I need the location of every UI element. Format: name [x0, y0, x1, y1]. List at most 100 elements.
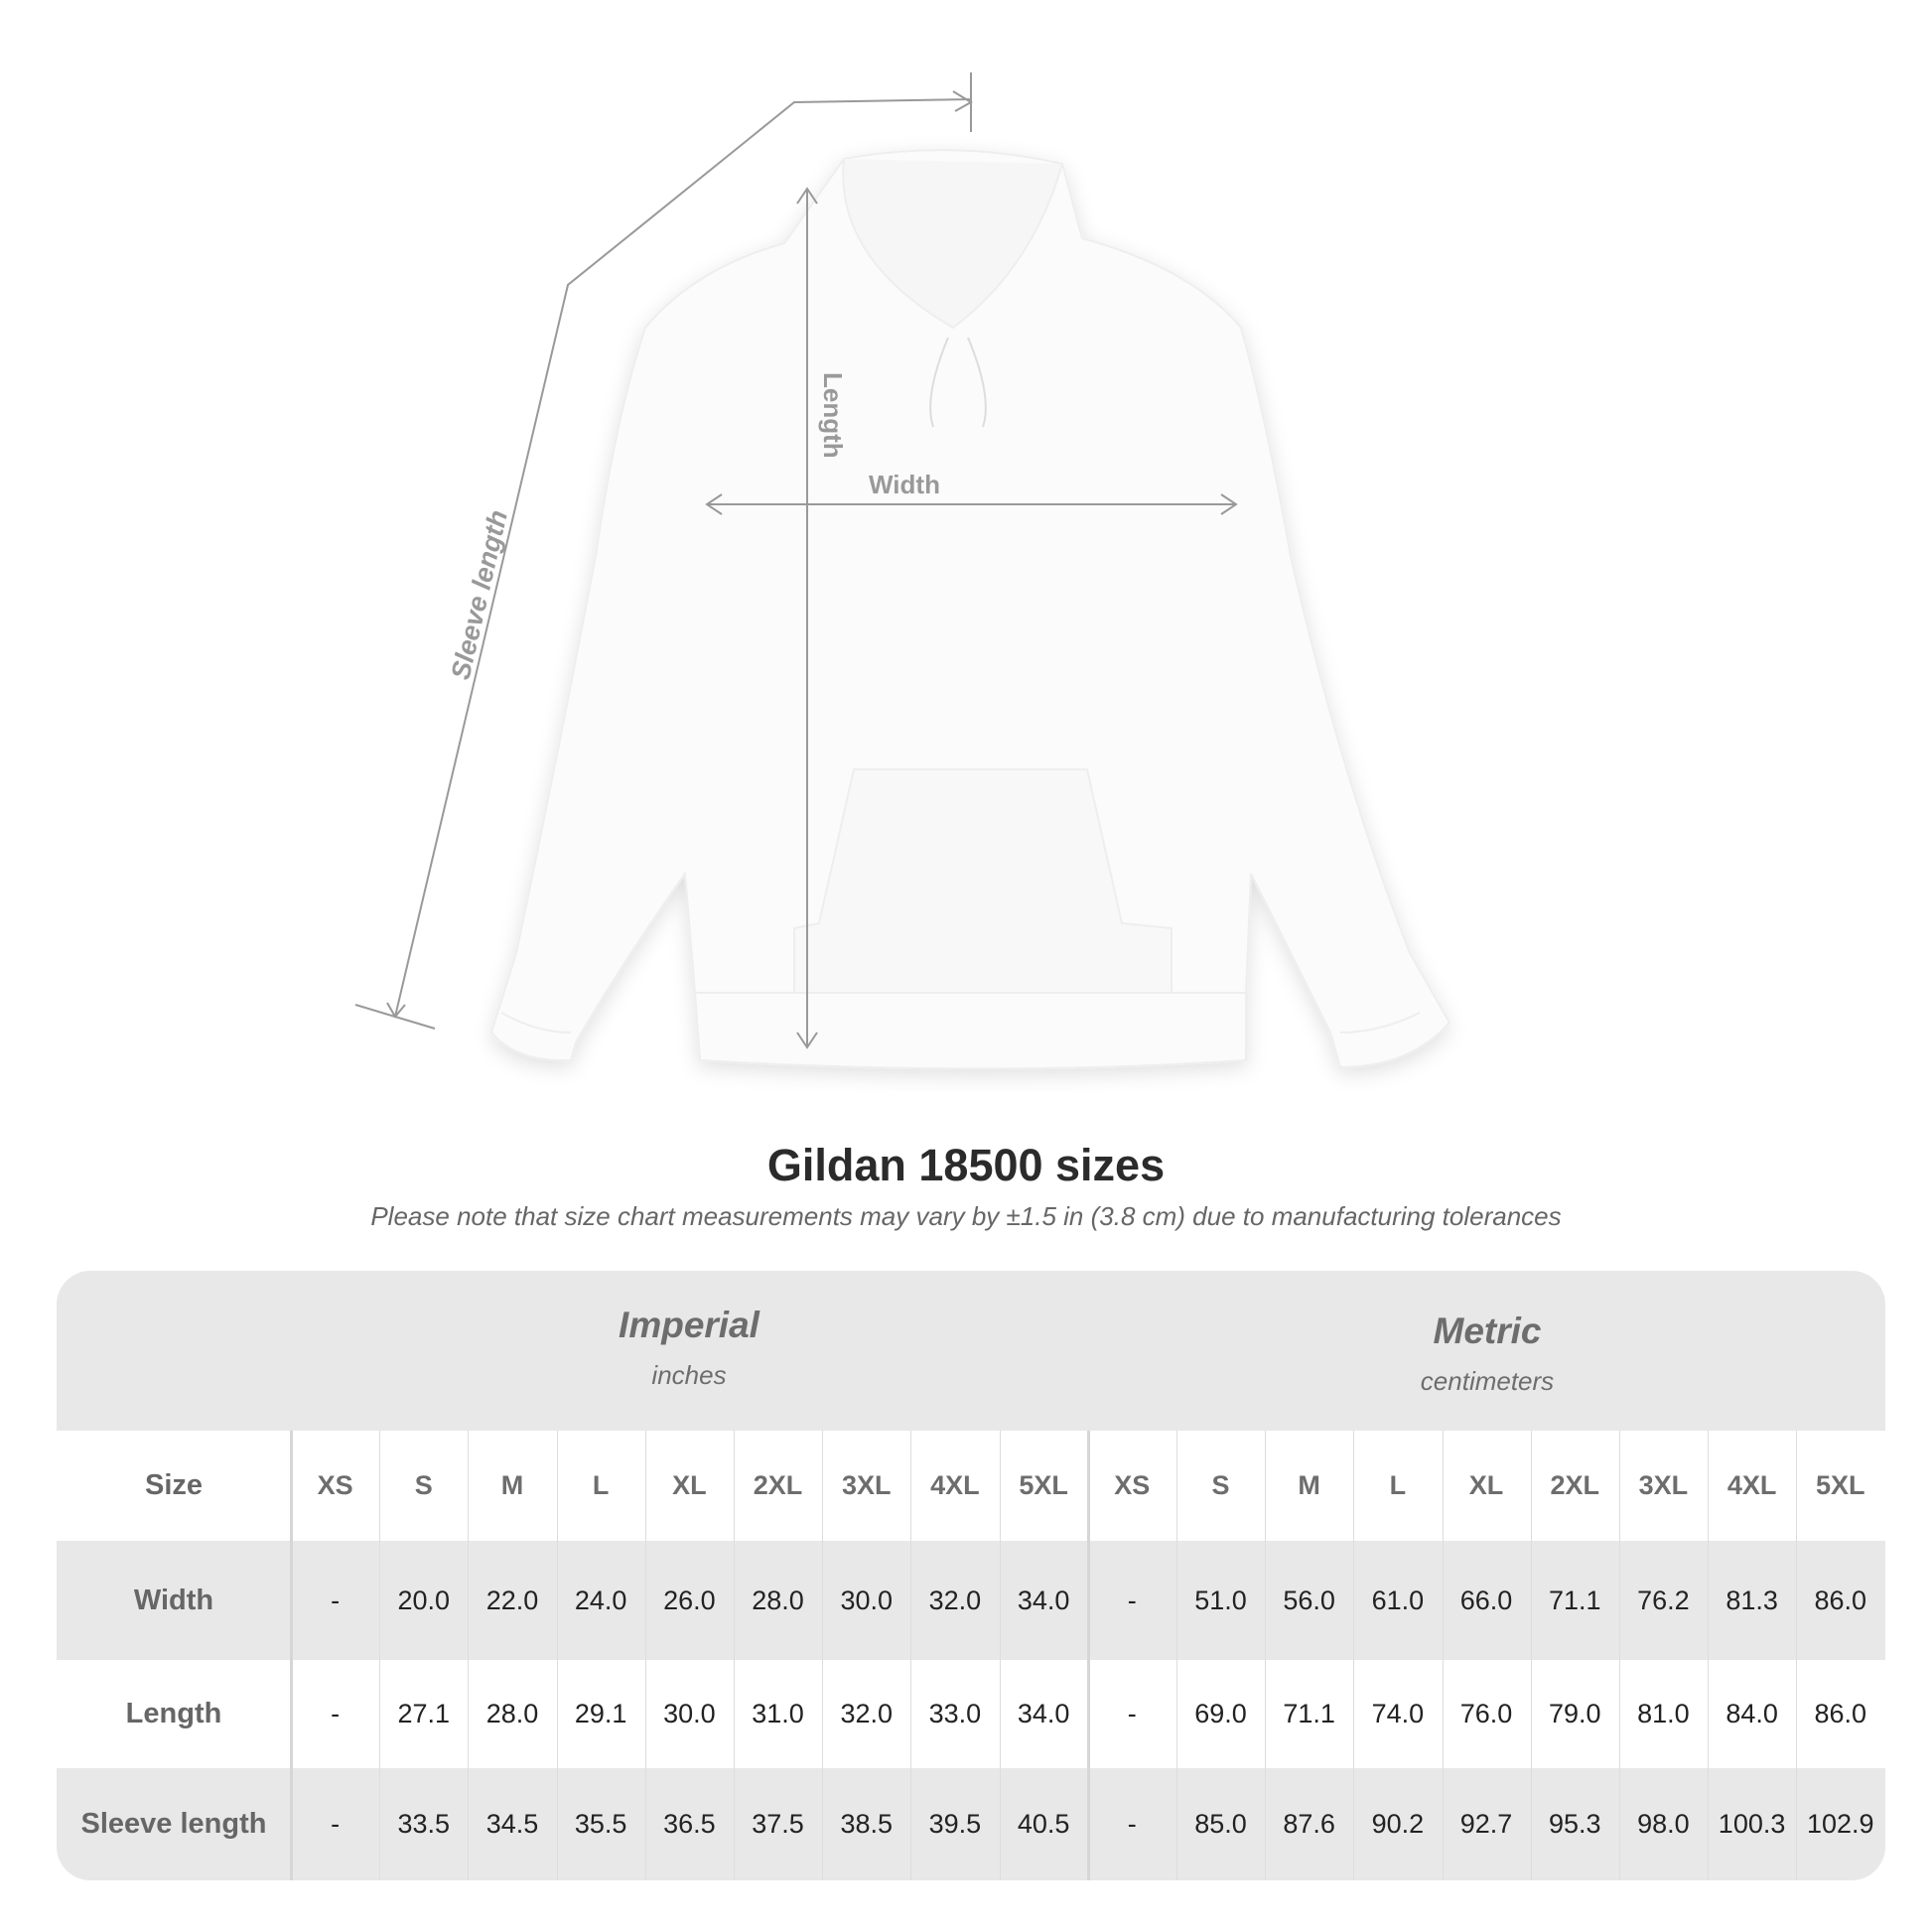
page-title: Gildan 18500 sizes: [766, 1140, 1166, 1190]
column-divider: [1176, 1431, 1177, 1880]
metric-value: 71.1: [1283, 1699, 1335, 1728]
column-divider: [1619, 1431, 1620, 1880]
imperial-size-3xl: 3XL: [841, 1470, 892, 1500]
imperial-value: -: [331, 1699, 341, 1728]
column-divider: [910, 1431, 912, 1880]
metric-size-2xl: 2XL: [1550, 1470, 1599, 1500]
imperial-value: 34.0: [1017, 1585, 1070, 1615]
imperial-value: 34.5: [485, 1809, 539, 1839]
imperial-unit: inches: [651, 1360, 727, 1390]
hoodie-image: [489, 149, 1451, 1070]
column-divider: [1796, 1431, 1798, 1880]
column-divider: [468, 1431, 470, 1880]
metric-value: 90.2: [1371, 1809, 1425, 1839]
sleeve-length-label: Sleeve length: [446, 507, 513, 682]
metric-value: 74.0: [1371, 1699, 1425, 1728]
metric-value: 76.0: [1459, 1699, 1513, 1728]
metric-size-5xl: 5XL: [1816, 1470, 1865, 1500]
row-label: Length: [125, 1698, 222, 1729]
metric-value: 86.0: [1814, 1585, 1867, 1615]
metric-size-xs: XS: [1114, 1470, 1151, 1500]
metric-size-m: M: [1298, 1470, 1320, 1500]
metric-value: 100.3: [1718, 1809, 1786, 1839]
imperial-value: -: [331, 1809, 341, 1839]
imperial-header: Imperial inches: [291, 1305, 1087, 1391]
metric-size-s: S: [1211, 1470, 1230, 1500]
column-divider: [1353, 1431, 1355, 1880]
metric-value: 56.0: [1283, 1585, 1335, 1615]
metric-value: 95.3: [1548, 1809, 1601, 1839]
size-header-row: Size XS S M L XL 2XL 3XL 4XL 5XL XS S M L XL 2XL 3XL 4XL 5…: [57, 1431, 1885, 1541]
metric-value: 69.0: [1194, 1699, 1247, 1728]
size-label: Size: [144, 1469, 204, 1501]
column-divider: [822, 1431, 824, 1880]
imperial-size-xs: XS: [317, 1470, 353, 1500]
metric-value: -: [1127, 1699, 1137, 1728]
imperial-value: 20.0: [397, 1585, 451, 1615]
imperial-title: Imperial: [619, 1305, 759, 1345]
metric-value: -: [1127, 1809, 1137, 1839]
tolerance-note: Please note that size chart measurements…: [370, 1201, 1562, 1231]
imperial-size-xl: XL: [672, 1470, 707, 1500]
imperial-value: -: [331, 1585, 341, 1615]
column-divider: [1708, 1431, 1710, 1880]
imperial-value: 28.0: [752, 1585, 804, 1615]
imperial-size-2xl: 2XL: [753, 1470, 803, 1500]
metric-value: 79.0: [1548, 1699, 1601, 1728]
column-divider: [379, 1431, 381, 1880]
hoodie-illustration: Length Width Sleeve length: [354, 72, 1451, 1070]
metric-size-3xl: 3XL: [1638, 1470, 1689, 1500]
metric-value: 61.0: [1371, 1585, 1425, 1615]
column-divider: [1442, 1431, 1444, 1880]
imperial-value: 31.0: [752, 1699, 804, 1728]
imperial-value: 33.0: [928, 1699, 982, 1728]
imperial-value: 35.5: [574, 1809, 627, 1839]
metric-size-xl: XL: [1468, 1470, 1504, 1500]
column-divider: [556, 1431, 558, 1880]
imperial-value: 38.5: [840, 1809, 893, 1839]
column-divider: [999, 1431, 1001, 1880]
metric-value: 87.6: [1283, 1809, 1335, 1839]
column-divider: [1265, 1431, 1267, 1880]
table-row-width: Width - 20.0 22.0 24.0 26.0 28.0 30.0 32.0 34.0 - 5…: [57, 1541, 1885, 1660]
imperial-value: 24.0: [574, 1585, 627, 1615]
row-band: [57, 1541, 1885, 1660]
metric-value: 98.0: [1637, 1809, 1690, 1839]
metric-size-4xl: 4XL: [1726, 1470, 1777, 1500]
imperial-size-m: M: [500, 1470, 524, 1500]
column-divider: [734, 1431, 735, 1880]
table-row-sleeve-length: Sleeve length - 33.5 34.5 35.5 36.5 37.5 38.5 39…: [57, 1768, 1885, 1880]
imperial-value: 32.0: [928, 1585, 982, 1615]
imperial-value: 30.0: [663, 1699, 716, 1728]
metric-unit: centimeters: [1420, 1366, 1555, 1396]
metric-title: Metric: [1433, 1311, 1542, 1351]
imperial-value: 22.0: [485, 1585, 539, 1615]
row-label: Width: [133, 1584, 214, 1616]
column-divider: [1530, 1431, 1532, 1880]
imperial-size-s: S: [414, 1470, 433, 1500]
imperial-value: 27.1: [397, 1699, 451, 1728]
imperial-value: 26.0: [663, 1585, 716, 1615]
metric-size-l: L: [1389, 1470, 1407, 1500]
imperial-value: 29.1: [574, 1699, 627, 1728]
imperial-value: 37.5: [752, 1809, 804, 1839]
metric-value: 84.0: [1725, 1699, 1778, 1728]
imperial-size-5xl: 5XL: [1019, 1470, 1068, 1500]
imperial-value: 34.0: [1017, 1699, 1070, 1728]
system-header-band: [57, 1271, 1885, 1431]
imperial-value: 32.0: [840, 1699, 893, 1728]
width-label: Width: [869, 470, 940, 499]
imperial-value: 33.5: [397, 1809, 451, 1839]
row-label: Sleeve length: [80, 1808, 267, 1840]
imperial-value: 39.5: [928, 1809, 982, 1839]
column-divider: [290, 1431, 293, 1880]
metric-header: Metric centimeters: [1089, 1311, 1885, 1397]
metric-value: 81.0: [1637, 1699, 1690, 1728]
metric-value: 81.3: [1725, 1585, 1778, 1615]
imperial-value: 28.0: [485, 1699, 539, 1728]
metric-value: 86.0: [1814, 1699, 1867, 1728]
length-label: Length: [818, 372, 848, 459]
metric-value: 76.2: [1637, 1585, 1690, 1615]
metric-value: 51.0: [1194, 1585, 1247, 1615]
imperial-value: 30.0: [840, 1585, 893, 1615]
